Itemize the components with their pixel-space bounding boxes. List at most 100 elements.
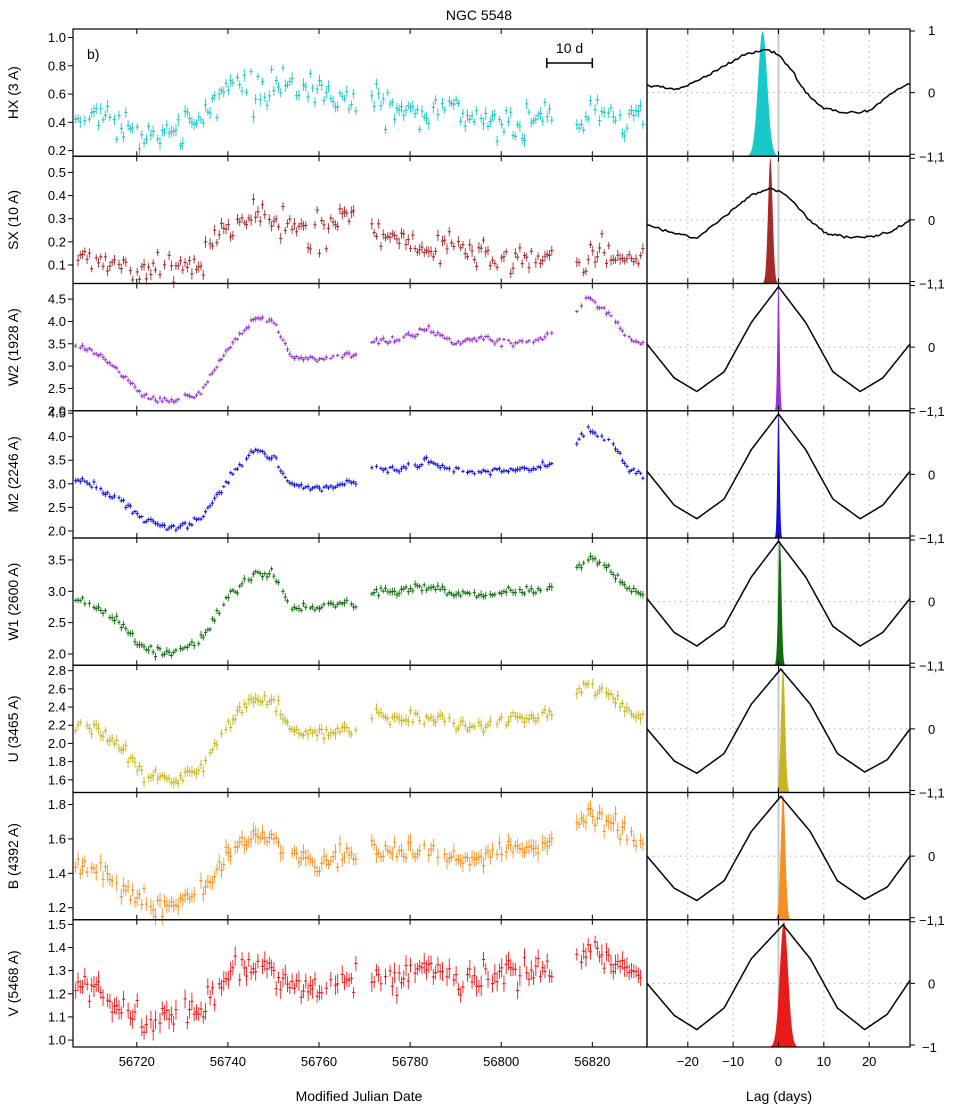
y-tick-label: 4.5 xyxy=(48,406,66,421)
ccf-y-tick-label: 0 xyxy=(928,86,935,101)
y-tick-label: 1.4 xyxy=(48,940,66,955)
ccf-curve xyxy=(646,923,911,1031)
y-tick-label: 2.0 xyxy=(48,736,66,751)
lag-distribution xyxy=(767,921,801,1047)
y-tick-label: 3.0 xyxy=(48,584,66,599)
lag-distribution xyxy=(744,31,781,157)
ccf-y-tick-label: 0 xyxy=(928,849,935,864)
ccf-curve xyxy=(646,667,911,775)
light-curve-frame xyxy=(72,919,648,1048)
ccf-y-tick-label: −1,1 xyxy=(919,149,945,164)
y-tick-label: 3.5 xyxy=(48,552,66,567)
light-curve-points xyxy=(74,64,645,156)
ccf-y-tick-label: −1,1 xyxy=(919,786,945,801)
ccf-y-tick-label: 0 xyxy=(928,340,935,355)
ccf-y-tick-label: −1,1 xyxy=(919,404,945,419)
ccf-y-tick-label: −1,1 xyxy=(919,658,945,673)
y-tick-label: 0.8 xyxy=(48,58,66,73)
x-tick-label: 56740 xyxy=(210,1054,246,1069)
lag-distribution xyxy=(773,412,784,538)
x-tick-label: 56820 xyxy=(574,1054,610,1069)
x-axis-label-lag: Lag (days) xyxy=(746,1088,812,1104)
lag-distribution xyxy=(761,158,780,284)
y-tick-label: 0.3 xyxy=(48,211,66,226)
lag-distribution xyxy=(774,667,792,793)
panel-8: 1.0 1.1 1.2 1.3 1.4 1.5 V (5468 A) 0 −1 xyxy=(5,917,937,1055)
ccf-y-tick-label: −1,1 xyxy=(919,277,945,292)
y-tick-label: 0.2 xyxy=(48,234,66,249)
ccf-curve xyxy=(646,795,911,902)
ccf-y-tick-label: −1,1 xyxy=(919,913,945,928)
y-tick-label: 0.5 xyxy=(48,165,66,180)
y-tick-label: 1.6 xyxy=(48,831,66,846)
y-tick-label: 4.0 xyxy=(48,314,66,329)
light-curve-points xyxy=(74,552,645,661)
lag-distribution xyxy=(773,540,787,666)
light-curve-frame xyxy=(72,537,648,666)
y-tick-label: 3.0 xyxy=(48,359,66,374)
panel-5: 2.0 2.5 3.0 3.5 W1 (2600 A) 0 −1,1 xyxy=(5,537,945,673)
ccf-y-tick-label: 0 xyxy=(928,595,935,610)
x-tick-label: 56760 xyxy=(301,1054,337,1069)
y-tick-label: 4.0 xyxy=(48,429,66,444)
panel-4: 2.0 2.5 3.0 3.5 4.0 4.5 M2 (2246 A) 0 −1,1 xyxy=(5,406,945,546)
y-tick-label: 1.0 xyxy=(48,1033,66,1048)
y-tick-label: 1.8 xyxy=(48,754,66,769)
y-tick-label: 3.5 xyxy=(48,453,66,468)
y-axis-label: HX (3 A) xyxy=(5,66,21,119)
panel-7: 1.2 1.4 1.6 1.8 B (4392 A) 0 −1,1 xyxy=(5,791,945,928)
y-tick-label: 1.2 xyxy=(48,986,66,1001)
y-tick-label: 1.2 xyxy=(48,900,66,915)
light-curve-frame xyxy=(72,282,648,412)
scale-bar-label: 10 d xyxy=(556,40,583,56)
y-tick-label: 1.4 xyxy=(48,866,66,881)
light-curve-points xyxy=(74,424,645,533)
y-axis-label: W2 (1928 A) xyxy=(5,308,21,386)
y-axis-label: M2 (2246 A) xyxy=(5,436,21,512)
y-axis-label: U (3465 A) xyxy=(5,695,21,762)
panels: 0.20.40.60.81.0HX (3 A)b) 10 d01−1,10.10.… xyxy=(5,23,945,1069)
ccf-x-tick-label: −20 xyxy=(677,1054,699,1069)
x-tick-label: 56720 xyxy=(119,1054,155,1069)
y-tick-label: 1.1 xyxy=(48,1009,66,1024)
x-tick-label: 56800 xyxy=(483,1054,519,1069)
y-tick-label: 2.5 xyxy=(48,381,66,396)
chart-title: NGC 5548 xyxy=(446,7,512,23)
y-tick-label: 1.5 xyxy=(48,917,66,932)
y-tick-label: 2.5 xyxy=(48,615,66,630)
y-tick-label: 2.8 xyxy=(48,663,66,678)
y-tick-label: 2.0 xyxy=(48,403,66,418)
x-axis-label-mjd: Modified Julian Date xyxy=(296,1088,423,1104)
lag-distribution xyxy=(773,285,784,411)
y-tick-label: 2.0 xyxy=(48,646,66,661)
y-tick-label: 1.8 xyxy=(48,797,66,812)
panel-2: 0.1 0.2 0.3 0.4 0.5 SX (10 A) 0 −1,1 xyxy=(5,155,945,292)
light-curve-points xyxy=(74,935,643,1041)
y-tick-label: 2.5 xyxy=(48,500,66,515)
light-curve-points xyxy=(76,193,645,289)
light-curve-frame xyxy=(72,155,648,285)
ccf-y-tick-label: 0 xyxy=(928,976,935,991)
y-tick-label: 2.6 xyxy=(48,681,66,696)
ccf-curve xyxy=(646,49,911,114)
panel-1: 0.2 0.4 0.6 0.8 1.0 HX (3 A) b) 10 d 0 1 −1,1 xyxy=(5,23,945,164)
y-tick-label: 0.4 xyxy=(48,115,66,130)
ccf-y-tick-label: 1 xyxy=(928,23,935,38)
y-tick-label: 4.5 xyxy=(48,292,66,307)
y-tick-label: 3.0 xyxy=(48,476,66,491)
ccf-y-tick-label: 0 xyxy=(928,722,935,737)
y-tick-label: 0.6 xyxy=(48,87,66,102)
lag-distribution xyxy=(773,794,793,920)
y-tick-label: 1.0 xyxy=(48,30,66,45)
x-tick-label: 56780 xyxy=(392,1054,428,1069)
ccf-x-tick-label: −10 xyxy=(722,1054,744,1069)
y-tick-label: 0.2 xyxy=(48,143,66,158)
y-tick-label: 2.0 xyxy=(48,523,66,538)
y-axis-label: SX (10 A) xyxy=(5,190,21,250)
y-axis-label: B (4392 A) xyxy=(5,823,21,889)
light-curve-points xyxy=(74,678,645,789)
y-axis-label: W1 (2600 A) xyxy=(5,563,21,641)
y-tick-label: 1.6 xyxy=(48,772,66,787)
panel-label: b) xyxy=(87,46,99,62)
ccf-x-tick-label: 10 xyxy=(817,1054,831,1069)
